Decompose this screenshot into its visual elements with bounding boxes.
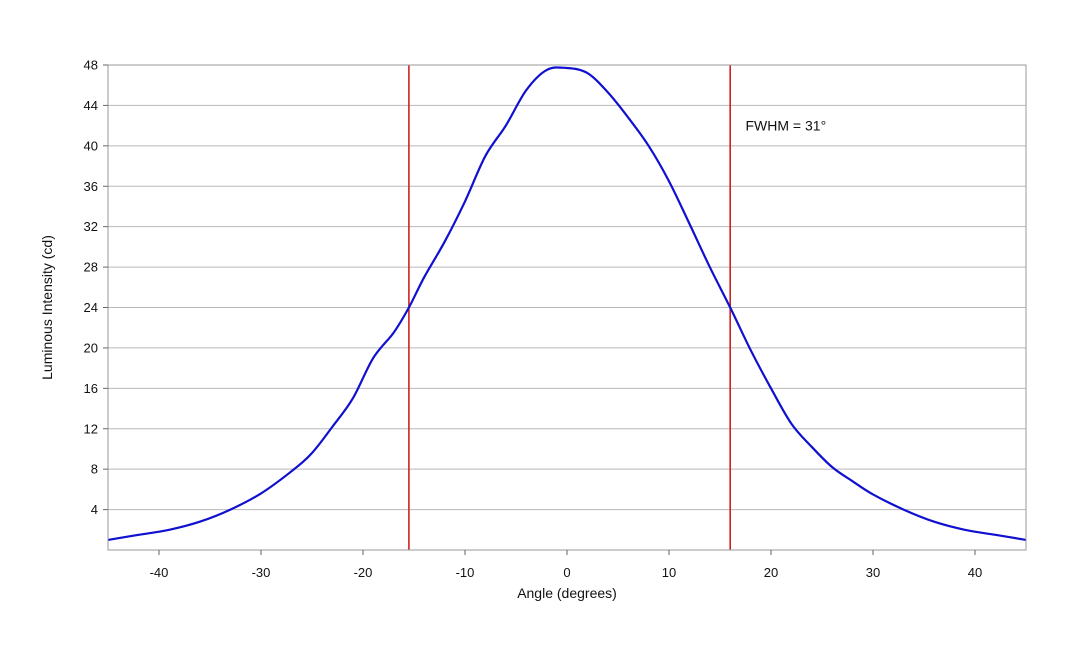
y-axis-title: Luminous Intensity (cd) [39,235,55,380]
series-layer [107,66,1027,541]
y-tick-label: 36 [84,179,98,194]
y-tick-label: 40 [84,138,98,153]
x-tick-label: 10 [662,565,676,580]
y-tick-label: 32 [84,219,98,234]
x-tick-label: 40 [968,565,982,580]
series-line [107,66,1027,541]
annotations: FWHM = 31° [746,118,827,134]
y-tick-label: 48 [84,58,98,73]
x-tick-label: -30 [252,565,271,580]
y-tick-label: 28 [84,260,98,275]
x-tick-label: -20 [354,565,373,580]
x-tick-label: -40 [150,565,169,580]
x-tick-label: 0 [563,565,570,580]
y-tick-label: 8 [91,462,98,477]
x-tick-label: 30 [866,565,880,580]
y-tick-label: 44 [84,98,98,113]
y-tick-label: 24 [84,300,98,315]
y-tick-label: 20 [84,340,98,355]
y-tick-label: 4 [91,502,98,517]
x-tick-label: -10 [456,565,475,580]
y-tick-label: 12 [84,421,98,436]
x-tick-label: 20 [764,565,778,580]
x-axis-ticks: -40 -30 -20 -10 0 10 20 30 40 [150,550,982,580]
grid-lines [108,64,1026,511]
fwhm-annotation: FWHM = 31° [746,118,827,134]
x-axis-title: Angle (degrees) [517,585,617,601]
y-tick-label: 16 [84,381,98,396]
